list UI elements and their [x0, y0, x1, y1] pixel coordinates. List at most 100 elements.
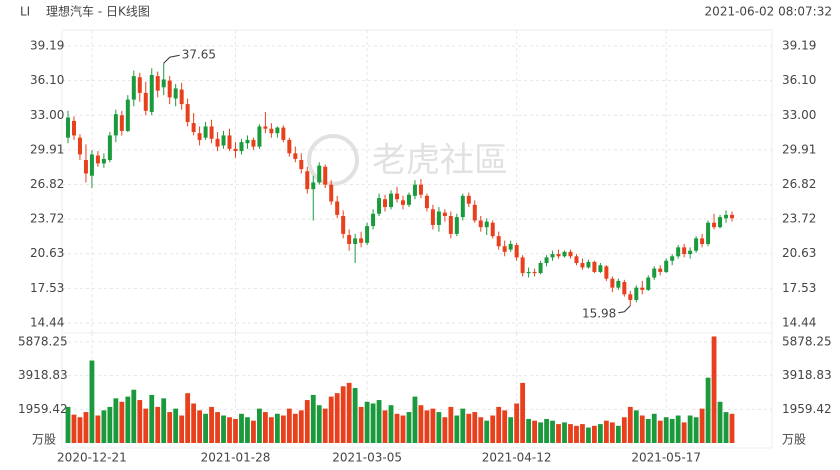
candle-body: [430, 209, 435, 225]
candle-body: [706, 222, 711, 244]
volume-bar: [717, 401, 723, 443]
volume-tick-label: 3918.83: [18, 368, 68, 382]
volume-bar: [448, 406, 454, 443]
candle-body: [568, 251, 573, 257]
volume-bar: [155, 406, 161, 443]
volume-bar: [580, 424, 585, 443]
candle-body: [119, 115, 124, 131]
volume-tick-label-right: 1959.42: [782, 402, 832, 416]
volume-tick-label-right: 5878.25: [782, 335, 832, 349]
y-tick-label: 26.82: [30, 177, 64, 191]
candle-body: [688, 250, 693, 255]
volume-bar: [388, 405, 394, 443]
volume-bar: [197, 410, 203, 443]
volume-bar: [185, 393, 191, 443]
candle-body: [305, 171, 310, 190]
volume-bar: [597, 424, 603, 443]
candle-body: [395, 193, 400, 200]
candle-body: [598, 265, 603, 272]
candle-body: [502, 246, 507, 252]
volume-bar: [424, 410, 430, 443]
candle-body: [281, 127, 286, 140]
candle-body: [89, 154, 94, 176]
candle-body: [239, 142, 244, 152]
volume-bar: [592, 425, 597, 443]
candle-body: [676, 247, 681, 257]
volume-bar: [119, 401, 125, 443]
candle-body: [682, 247, 687, 255]
candle-body: [478, 220, 483, 228]
volume-bar: [95, 415, 101, 443]
volume-bar: [400, 415, 406, 443]
candle-body: [371, 213, 376, 227]
candle-body: [472, 204, 477, 221]
y-tick-label-right: 29.91: [782, 142, 816, 156]
volume-bar: [699, 408, 705, 443]
volume-bar: [562, 422, 567, 443]
candle-body: [574, 256, 579, 264]
candle-body: [466, 195, 471, 204]
volume-bar: [603, 420, 609, 443]
y-tick-label: 14.44: [30, 316, 64, 330]
volume-bar: [723, 412, 729, 443]
candle-body: [227, 135, 232, 149]
candle-body: [700, 238, 705, 244]
volume-bar: [394, 413, 400, 443]
volume-bar: [675, 415, 681, 443]
chart-title: 理想汽车 - 日K线图: [46, 4, 150, 19]
volume-bar: [621, 417, 627, 443]
volume-bar: [83, 412, 89, 443]
x-tick-label: 2021-03-05: [332, 451, 402, 465]
volume-bar: [322, 408, 328, 443]
volume-bar: [663, 417, 669, 443]
candle-body: [484, 221, 489, 228]
y-tick-label: 33.00: [30, 108, 64, 122]
candle-body: [730, 214, 734, 219]
y-tick-label: 17.53: [30, 281, 64, 295]
volume-bar: [651, 413, 657, 443]
candle-body: [353, 238, 358, 244]
volume-bar: [292, 413, 298, 443]
candle-body: [83, 160, 88, 174]
candle-body: [317, 165, 322, 183]
candle-body: [299, 160, 304, 169]
volume-bar: [286, 408, 292, 443]
volume-bar: [239, 413, 244, 443]
candle-body: [245, 139, 250, 144]
volume-bar: [382, 410, 388, 443]
volume-bar: [167, 412, 173, 443]
candle-body: [622, 282, 627, 295]
volume-bar: [274, 413, 280, 443]
candle-body: [185, 104, 190, 122]
candle-body: [191, 123, 196, 133]
volume-bar: [125, 396, 131, 443]
volume-bar: [490, 415, 496, 443]
candle-body: [179, 89, 184, 105]
volume-bar: [137, 400, 143, 443]
candle-body: [269, 128, 274, 134]
volume-unit: 万股: [32, 433, 56, 447]
candle-body: [562, 251, 567, 257]
candle-body: [556, 254, 561, 257]
y-tick-label-right: 20.63: [782, 246, 816, 260]
candle-body: [221, 135, 226, 146]
candle-body: [251, 139, 256, 147]
candle-body: [544, 257, 549, 264]
y-tick-label: 23.72: [30, 212, 64, 226]
volume-bar: [191, 403, 197, 443]
volume-bar: [161, 398, 167, 443]
volume-bar: [687, 415, 693, 443]
x-tick-label: 2021-04-12: [482, 451, 552, 465]
volume-unit-right: 万股: [782, 433, 806, 447]
candle-body: [275, 127, 280, 134]
candle-body: [149, 74, 154, 112]
volume-bar: [358, 406, 364, 443]
volume-bar: [568, 424, 573, 443]
candle-body: [209, 126, 214, 139]
candle-body: [412, 184, 417, 196]
volume-bar: [681, 422, 687, 443]
volume-bar: [203, 413, 208, 443]
volume-bar: [436, 412, 442, 443]
candle-body: [520, 257, 525, 274]
volume-bar: [478, 417, 484, 443]
